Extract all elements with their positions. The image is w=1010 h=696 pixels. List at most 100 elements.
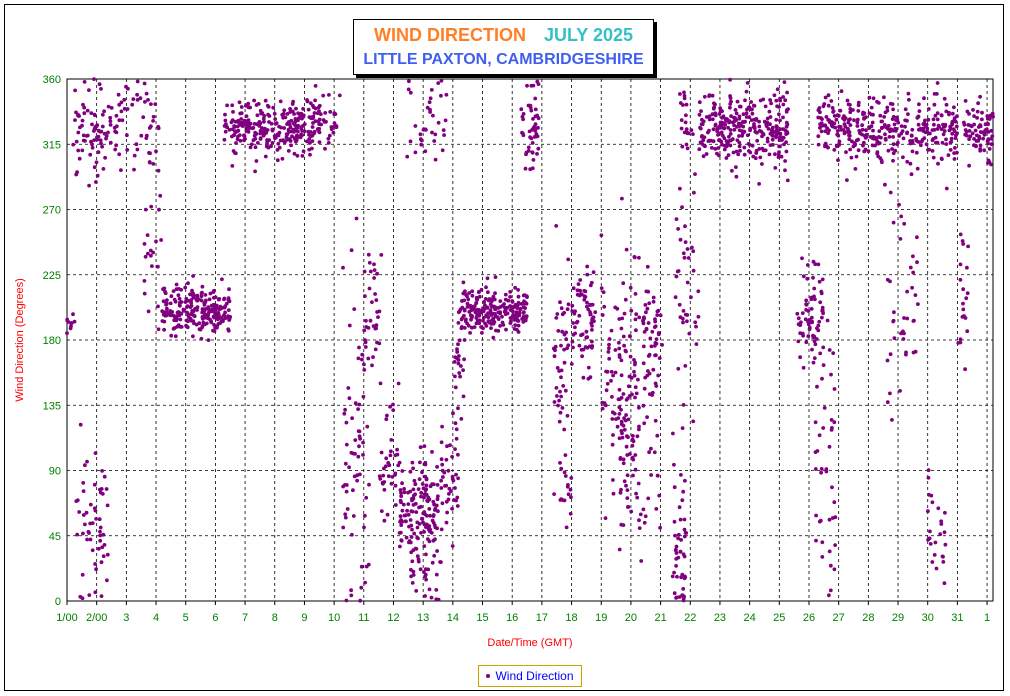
data-point <box>475 297 480 302</box>
data-point <box>562 360 567 365</box>
data-point <box>523 166 528 171</box>
data-point <box>98 487 102 492</box>
data-point <box>826 103 831 108</box>
data-point <box>649 344 654 349</box>
data-point <box>617 355 622 359</box>
data-point <box>474 316 479 320</box>
data-point <box>420 470 424 475</box>
data-point <box>94 567 98 572</box>
data-point <box>223 316 228 320</box>
data-point <box>964 296 969 301</box>
data-point <box>824 467 829 472</box>
data-point <box>71 142 76 147</box>
data-point <box>343 461 348 466</box>
data-point <box>785 178 790 183</box>
data-point <box>745 81 750 85</box>
data-point <box>600 406 605 411</box>
data-point <box>681 320 685 325</box>
data-point <box>621 461 626 466</box>
data-point <box>568 511 573 516</box>
legend: Wind Direction <box>478 665 582 687</box>
data-point <box>354 216 359 221</box>
data-point <box>958 262 963 267</box>
data-point <box>456 452 460 457</box>
data-point <box>910 285 914 290</box>
data-point <box>288 125 293 130</box>
data-point <box>820 305 825 310</box>
data-point <box>142 279 147 283</box>
data-point <box>292 151 297 156</box>
data-point <box>676 536 680 541</box>
data-point <box>183 285 188 290</box>
data-point <box>711 139 716 144</box>
data-point <box>585 300 589 305</box>
data-point <box>655 473 660 478</box>
data-point <box>487 297 492 301</box>
data-point <box>87 183 91 188</box>
data-point <box>891 107 895 112</box>
data-point <box>351 488 355 493</box>
data-point <box>521 311 526 315</box>
data-point <box>285 132 290 137</box>
data-point <box>924 142 929 147</box>
data-point <box>753 156 758 161</box>
data-point <box>350 416 354 421</box>
data-point <box>453 355 458 360</box>
data-point <box>552 354 557 359</box>
data-point <box>440 501 445 506</box>
data-point <box>566 257 571 262</box>
data-point <box>262 128 267 132</box>
data-point <box>817 106 822 110</box>
data-point <box>253 130 258 135</box>
data-point <box>611 433 615 437</box>
data-point <box>409 567 413 572</box>
data-point <box>740 131 745 136</box>
data-point <box>172 297 177 302</box>
data-point <box>940 140 945 145</box>
data-point <box>917 102 921 107</box>
data-point <box>571 332 576 337</box>
data-point <box>683 574 687 579</box>
data-point <box>823 144 827 149</box>
data-point <box>639 559 644 563</box>
data-point <box>823 129 828 134</box>
data-point <box>678 92 682 96</box>
data-point <box>989 114 993 118</box>
data-point <box>293 117 298 121</box>
data-point <box>474 321 479 326</box>
data-point <box>442 133 446 138</box>
data-point <box>378 381 383 386</box>
data-point <box>419 504 423 509</box>
data-point <box>685 247 690 251</box>
data-point <box>819 470 823 475</box>
data-point <box>378 477 383 481</box>
data-point <box>678 315 683 320</box>
data-point <box>186 319 190 324</box>
data-point <box>902 221 907 226</box>
data-point <box>332 124 337 129</box>
data-point <box>982 148 987 153</box>
data-point <box>565 484 570 489</box>
data-point <box>116 92 121 97</box>
data-point <box>617 547 622 552</box>
data-point <box>684 142 689 147</box>
data-point <box>488 302 493 306</box>
data-point <box>972 137 976 141</box>
data-point <box>80 572 85 577</box>
data-point <box>905 289 909 294</box>
data-point <box>327 133 332 138</box>
data-point <box>643 514 648 519</box>
data-point <box>362 269 367 274</box>
data-point <box>146 251 150 256</box>
data-point <box>149 253 153 258</box>
data-point <box>217 297 222 301</box>
data-point <box>230 164 235 168</box>
data-point <box>373 292 377 296</box>
data-point <box>243 137 247 141</box>
data-point <box>744 115 749 119</box>
data-point <box>294 138 299 142</box>
data-point <box>878 113 883 118</box>
data-point <box>847 118 851 122</box>
data-point <box>883 132 887 137</box>
data-point <box>575 319 580 324</box>
